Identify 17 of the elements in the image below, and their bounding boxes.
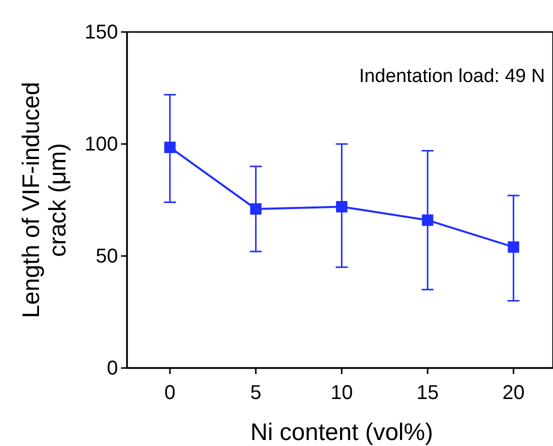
- point: [164, 142, 176, 154]
- point: [250, 203, 262, 215]
- x-tick-label: 5: [250, 382, 262, 404]
- point: [422, 214, 434, 226]
- x-tick-label: 0: [164, 382, 176, 404]
- y-tick-label: 150: [84, 21, 118, 44]
- x-tick-label: 10: [330, 382, 353, 404]
- y-tick-label: 50: [96, 245, 118, 268]
- x-tick-label: 15: [416, 382, 439, 404]
- point: [336, 201, 348, 212]
- y-tick-label: 100: [84, 133, 118, 156]
- y-tick-label: 0: [106, 357, 118, 380]
- y-axis-title: Length of VIF-induced crack (μm): [18, 82, 72, 318]
- annotation: Indentation load: 49 N: [359, 66, 545, 87]
- point: [508, 241, 520, 253]
- x-tick-label: 20: [502, 382, 525, 404]
- x-axis-title: Ni content (vol%): [250, 419, 434, 446]
